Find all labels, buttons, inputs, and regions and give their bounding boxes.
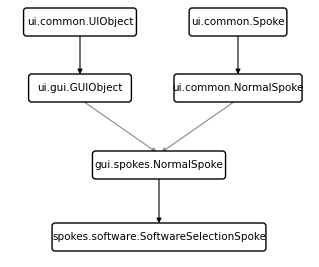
FancyBboxPatch shape [24,8,137,36]
FancyBboxPatch shape [29,74,131,102]
Text: ui.common.UIObject: ui.common.UIObject [27,17,133,27]
FancyBboxPatch shape [189,8,287,36]
Text: ui.gui.GUIObject: ui.gui.GUIObject [37,83,123,93]
Text: ui.common.NormalSpoke: ui.common.NormalSpoke [172,83,304,93]
Text: gui.spokes.NormalSpoke: gui.spokes.NormalSpoke [95,160,223,170]
FancyBboxPatch shape [174,74,302,102]
Text: ui.common.Spoke: ui.common.Spoke [191,17,285,27]
FancyBboxPatch shape [93,151,226,179]
FancyBboxPatch shape [52,223,266,251]
Text: spokes.software.SoftwareSelectionSpoke: spokes.software.SoftwareSelectionSpoke [52,232,266,242]
